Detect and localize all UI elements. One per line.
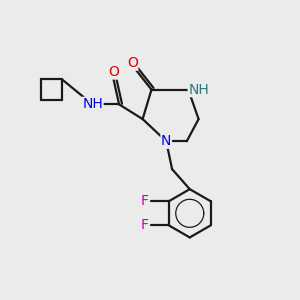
Text: NH: NH [82, 98, 103, 111]
Text: O: O [108, 65, 118, 79]
Text: N: N [161, 134, 171, 148]
Text: F: F [141, 218, 149, 233]
Text: NH: NH [188, 82, 209, 97]
Text: F: F [141, 194, 149, 208]
Text: O: O [127, 56, 138, 70]
